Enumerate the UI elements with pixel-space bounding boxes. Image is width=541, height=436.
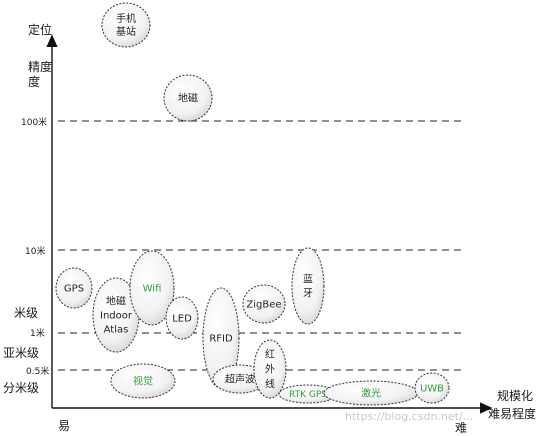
bubble-vision-label-1: 视觉 xyxy=(133,375,153,388)
bubble-zigbee-shape xyxy=(242,284,286,324)
bubble-rfid-label-1: RFID xyxy=(209,334,233,345)
y-axis-title-line-1: 定位 xyxy=(28,22,52,37)
bubble-bluetooth: 蓝牙 xyxy=(291,247,325,325)
y-axis-title-line-3: 度 xyxy=(28,74,40,89)
grade-label-yami: 亚米级 xyxy=(3,346,39,360)
bubble-infrared-label-1: 红 xyxy=(265,348,275,361)
bubble-rtk-gps-label-1: RTK GPS xyxy=(289,390,327,400)
bubble-bluetooth-label-1: 蓝 xyxy=(303,274,313,286)
bubble-uwb-shape xyxy=(414,372,450,404)
bubble-led-label-1: LED xyxy=(172,314,192,325)
x-axis-end-label: 难 xyxy=(455,421,467,435)
bubble-uwb-label-1: UWB xyxy=(420,384,444,395)
bubble-geomagnetic-label-1: 地磁 xyxy=(178,92,198,105)
bubble-base-station-label-2: 基站 xyxy=(116,25,136,38)
y-axis-title-line-2: 精度 xyxy=(28,59,52,74)
bubble-rtk-gps: RTK GPS xyxy=(278,384,338,404)
bubble-indoor-atlas-label-1: 地磁 xyxy=(106,295,126,308)
bubble-gps: GPS xyxy=(55,267,93,309)
bubble-base-station-shape xyxy=(101,2,151,48)
watermark: https://blog.csdn.net/... xyxy=(345,410,473,423)
bubble-geomagnetic: 地磁 xyxy=(163,74,213,122)
level-label-05m: 0.5米 xyxy=(26,365,49,377)
bubble-led: LED xyxy=(165,296,199,340)
bubble-infrared-label-3: 线 xyxy=(265,378,275,391)
bubble-geomagnetic-shape xyxy=(163,74,213,122)
bubble-ultrasonic: 超声波 xyxy=(212,364,268,394)
bubble-infrared: 红外线 xyxy=(253,339,287,399)
bubble-led-shape xyxy=(165,296,199,340)
bubble-wifi-shape xyxy=(129,250,175,326)
bubble-infrared-label-2: 外 xyxy=(265,364,275,376)
bubble-infrared-shape xyxy=(253,339,287,399)
bubble-zigbee: ZigBee xyxy=(242,284,286,324)
bubble-zigbee-label-1: ZigBee xyxy=(246,300,281,311)
bubble-base-station-label-1: 手机 xyxy=(116,12,136,25)
level-lines xyxy=(58,120,462,371)
bubble-indoor-atlas-label-3: Atlas xyxy=(104,325,129,336)
x-axis-start-label: 易 xyxy=(58,419,70,433)
level-label-100m: 100米 xyxy=(21,116,47,128)
bubble-gps-shape xyxy=(55,267,93,309)
bubble-bluetooth-shape xyxy=(291,247,325,325)
bubble-laser: 激光 xyxy=(323,380,419,406)
grade-label-fenmi: 分米级 xyxy=(3,381,39,395)
x-axis-title-line-2: 难易程度 xyxy=(488,406,536,421)
bubble-vision-shape xyxy=(110,363,176,399)
bubble-ultrasonic-label-1: 超声波 xyxy=(225,373,255,386)
level-label-10m: 10米 xyxy=(25,245,45,257)
x-axis-title-line-1: 规模化 xyxy=(497,388,533,403)
bubble-uwb: UWB xyxy=(414,372,450,404)
bubble-gps-label-1: GPS xyxy=(64,284,84,295)
bubble-indoor-atlas-label-2: Indoor xyxy=(100,311,133,322)
level-label-1m: 1米 xyxy=(30,327,45,339)
bubble-bluetooth-label-2: 牙 xyxy=(303,288,313,300)
bubble-wifi-label-1: Wifi xyxy=(143,284,162,295)
bubble-laser-label-1: 激光 xyxy=(361,387,381,400)
bubble-wifi: Wifi xyxy=(129,250,175,326)
bubble-vision: 视觉 xyxy=(110,363,176,399)
grade-label-mi: 米级 xyxy=(14,306,38,320)
